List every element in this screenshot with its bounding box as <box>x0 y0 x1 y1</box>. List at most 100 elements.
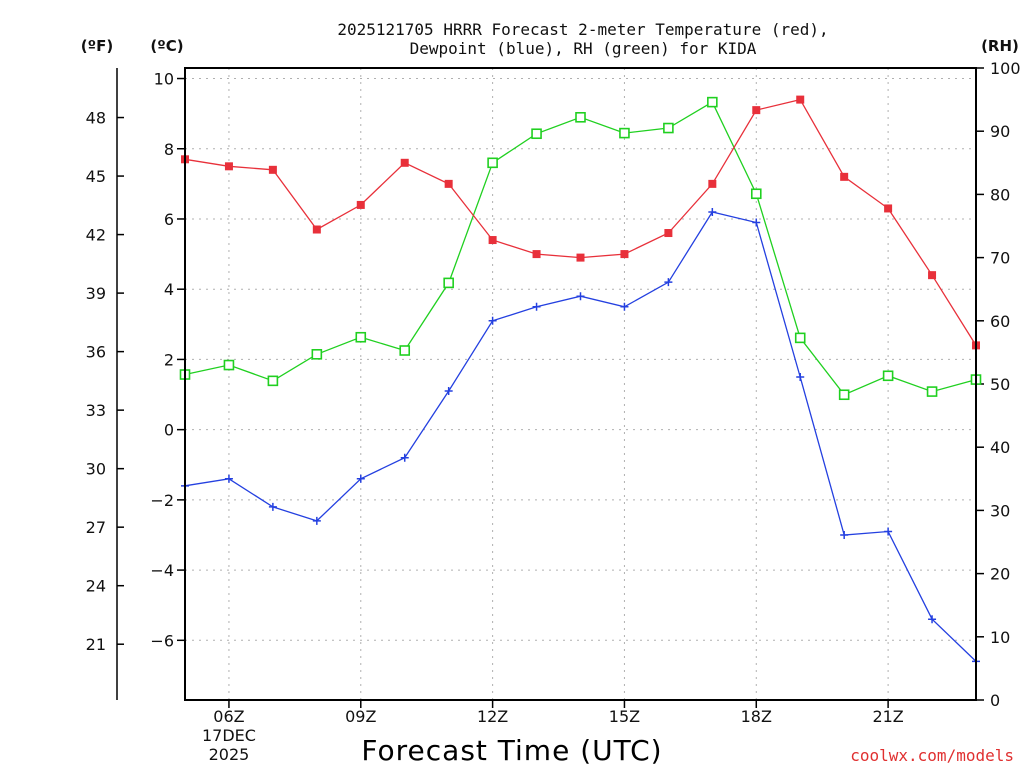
gridlines <box>185 68 976 700</box>
rh-tick-label: 50 <box>990 375 1010 394</box>
temperature-point <box>708 179 717 188</box>
temperature-point <box>488 236 497 245</box>
fahrenheit-unit-label: (ºF) <box>81 37 113 55</box>
time-tick-label: 18Z <box>741 707 772 726</box>
fahrenheit-tick-label: 33 <box>86 401 106 420</box>
rh-tick-label: 0 <box>990 691 1000 710</box>
relative-humidity-point <box>223 359 235 371</box>
relative-humidity-point <box>663 122 674 134</box>
celsius-tick-label: 8 <box>164 140 174 159</box>
x-axis-label: Forecast Time (UTC) <box>361 734 662 767</box>
temperature-point <box>840 172 849 181</box>
temperature-point <box>400 158 409 167</box>
dewpoint-point <box>620 302 629 311</box>
relative-humidity-point <box>926 386 938 397</box>
celsius-tick-label: 0 <box>164 421 174 440</box>
celsius-tick-label: 2 <box>164 350 174 369</box>
dewpoint-point <box>752 218 761 227</box>
fahrenheit-tick-label: 36 <box>86 343 106 362</box>
temperature-point <box>664 229 673 238</box>
plot-frame <box>184 67 977 701</box>
celsius-tick-label: 4 <box>164 280 174 299</box>
temperature-point <box>796 95 805 104</box>
credit-text: coolwx.com/models <box>850 746 1014 765</box>
fahrenheit-tick-label: 42 <box>86 226 106 245</box>
fahrenheit-tick-label: 48 <box>86 109 106 128</box>
time-tick-label: 06Z <box>213 707 244 726</box>
dewpoint-point <box>664 278 673 287</box>
temperature-point <box>532 250 541 259</box>
dewpoint-point <box>400 453 409 462</box>
fahrenheit-axis-ticks: 48 45 42 39 36 33 30 27 24 21 <box>86 109 124 654</box>
relative-humidity-point <box>487 157 498 169</box>
fahrenheit-tick-label: 21 <box>86 635 106 654</box>
dewpoint-point <box>532 302 541 311</box>
temperature-point <box>268 165 277 174</box>
rh-tick-label: 60 <box>990 312 1010 331</box>
dewpoint-point <box>884 527 893 536</box>
temperature-point <box>928 271 937 280</box>
dewpoint-point <box>576 292 585 301</box>
relative-humidity-point <box>311 348 323 360</box>
time-tick-label: 12Z <box>477 707 508 726</box>
relative-humidity-point <box>750 188 762 200</box>
celsius-axis-ticks: 10 8 6 4 2 0 −2 −4 −6 <box>150 70 185 650</box>
temperature-point <box>224 162 233 171</box>
fahrenheit-tick-label: 24 <box>86 577 106 596</box>
year-label: 2025 <box>209 745 250 764</box>
relative-humidity-point <box>443 277 454 289</box>
dewpoint-point <box>444 387 453 396</box>
relative-humidity-point <box>575 111 586 123</box>
celsius-tick-label: −2 <box>150 491 174 510</box>
relative-humidity-point <box>838 389 850 401</box>
chart-title-line-2: Dewpoint (blue), RH (green) for KIDA <box>410 39 757 58</box>
dewpoint-series <box>181 207 980 666</box>
temperature-point <box>884 204 893 213</box>
relative-humidity-point <box>794 332 806 344</box>
dewpoint-point <box>488 316 497 325</box>
rh-tick-label: 100 <box>990 59 1021 78</box>
relative-humidity-point <box>882 370 894 382</box>
relative-humidity-point <box>399 345 411 356</box>
fahrenheit-tick-label: 27 <box>86 518 106 537</box>
dewpoint-point <box>840 530 849 539</box>
temperature-series <box>181 95 980 350</box>
celsius-tick-label: 6 <box>164 210 174 229</box>
rh-tick-label: 80 <box>990 185 1010 204</box>
temperature-point <box>620 250 629 259</box>
relative-humidity-point <box>619 127 630 139</box>
temperature-point <box>752 106 761 115</box>
rh-tick-label: 10 <box>990 628 1010 647</box>
celsius-tick-label: 10 <box>154 70 174 89</box>
rh-unit-label: (RH) <box>981 37 1019 55</box>
rh-tick-label: 40 <box>990 438 1010 457</box>
fahrenheit-tick-label: 39 <box>86 284 106 303</box>
fahrenheit-tick-label: 30 <box>86 460 106 479</box>
temperature-point <box>356 200 365 209</box>
relative-humidity-series <box>179 96 982 401</box>
relative-humidity-point <box>531 128 542 140</box>
rh-tick-label: 70 <box>990 249 1010 268</box>
dewpoint-point <box>268 502 277 511</box>
temperature-point <box>576 253 585 262</box>
celsius-unit-label: (ºC) <box>150 37 183 55</box>
rh-tick-label: 90 <box>990 122 1010 141</box>
time-tick-label: 09Z <box>345 707 376 726</box>
temperature-point <box>444 179 453 188</box>
time-tick-label: 21Z <box>872 707 903 726</box>
relative-humidity-point <box>707 96 718 108</box>
relative-humidity-point <box>355 331 367 343</box>
time-tick-label: 15Z <box>609 707 640 726</box>
fahrenheit-tick-label: 45 <box>86 167 106 186</box>
series-layer <box>179 95 982 666</box>
dewpoint-point <box>312 516 321 525</box>
relative-humidity-point <box>267 375 279 387</box>
dewpoint-point <box>356 474 365 483</box>
celsius-tick-label: −6 <box>150 631 174 650</box>
rh-tick-label: 20 <box>990 565 1010 584</box>
dewpoint-point <box>928 615 937 624</box>
